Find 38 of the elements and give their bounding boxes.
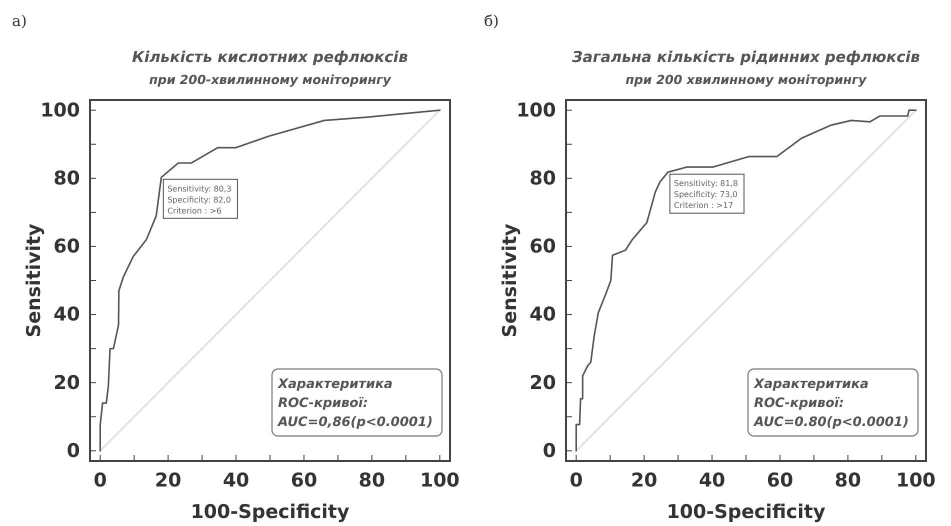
annotation: Характеритика ROC-кривої: AUC=0.80(p<0.0001) [753,377,909,430]
x-tick-label: 40 [698,469,726,492]
chart-title: Кількість кислотних рефлюксів [132,48,408,66]
y-axis-title: Sensitivity [499,222,521,338]
x-tick-label: 80 [834,469,862,492]
text: а) [12,12,27,30]
y-tick-label: 80 [54,167,80,190]
y-tick-label: 60 [54,236,80,258]
y-axis-title: Sensitivity [23,222,45,338]
x-tick-label: 80 [358,469,386,492]
annotation: Sensitivity: 81,8 Specificity: 73,0 Criterion : >17 [674,179,738,210]
chart-title: Загальна кількість рідинних рефлюксів [572,48,920,66]
y-tick-label: 80 [530,167,556,190]
y-tick-label: 40 [530,304,556,326]
x-tick-label: 0 [94,469,107,492]
annotation: Характеритика ROC-кривої: AUC=0,86(p<0.0001) [277,377,433,430]
x-axis-title: 100-Specificity [666,501,826,523]
x-tick-label: 100 [896,469,936,492]
chart-subtitle: при 200 хвилинному моніторингу [626,72,868,87]
x-axis-title: 100-Specificity [190,501,350,523]
x-tick-label: 60 [766,469,794,492]
y-tick-label: 40 [54,304,80,326]
y-tick-label: 20 [54,372,80,394]
x-tick-label: 40 [222,469,250,492]
y-tick-label: 20 [530,372,556,394]
y-tick-label: 100 [516,99,556,122]
y-tick-label: 0 [542,440,556,462]
chart-subtitle: при 200-хвилинному моніторингу [149,72,392,87]
x-tick-label: 100 [420,469,460,492]
y-tick-label: 100 [40,99,80,122]
annotation: Sensitivity: 80,3 Specificity: 82,0 Criterion : >6 [167,184,232,216]
y-tick-label: 60 [530,236,556,258]
x-tick-label: 20 [154,469,182,492]
text: б) [484,12,499,30]
y-tick-label: 0 [66,440,80,462]
x-tick-label: 60 [290,469,318,492]
x-tick-label: 20 [630,469,658,492]
x-tick-label: 0 [570,469,583,492]
